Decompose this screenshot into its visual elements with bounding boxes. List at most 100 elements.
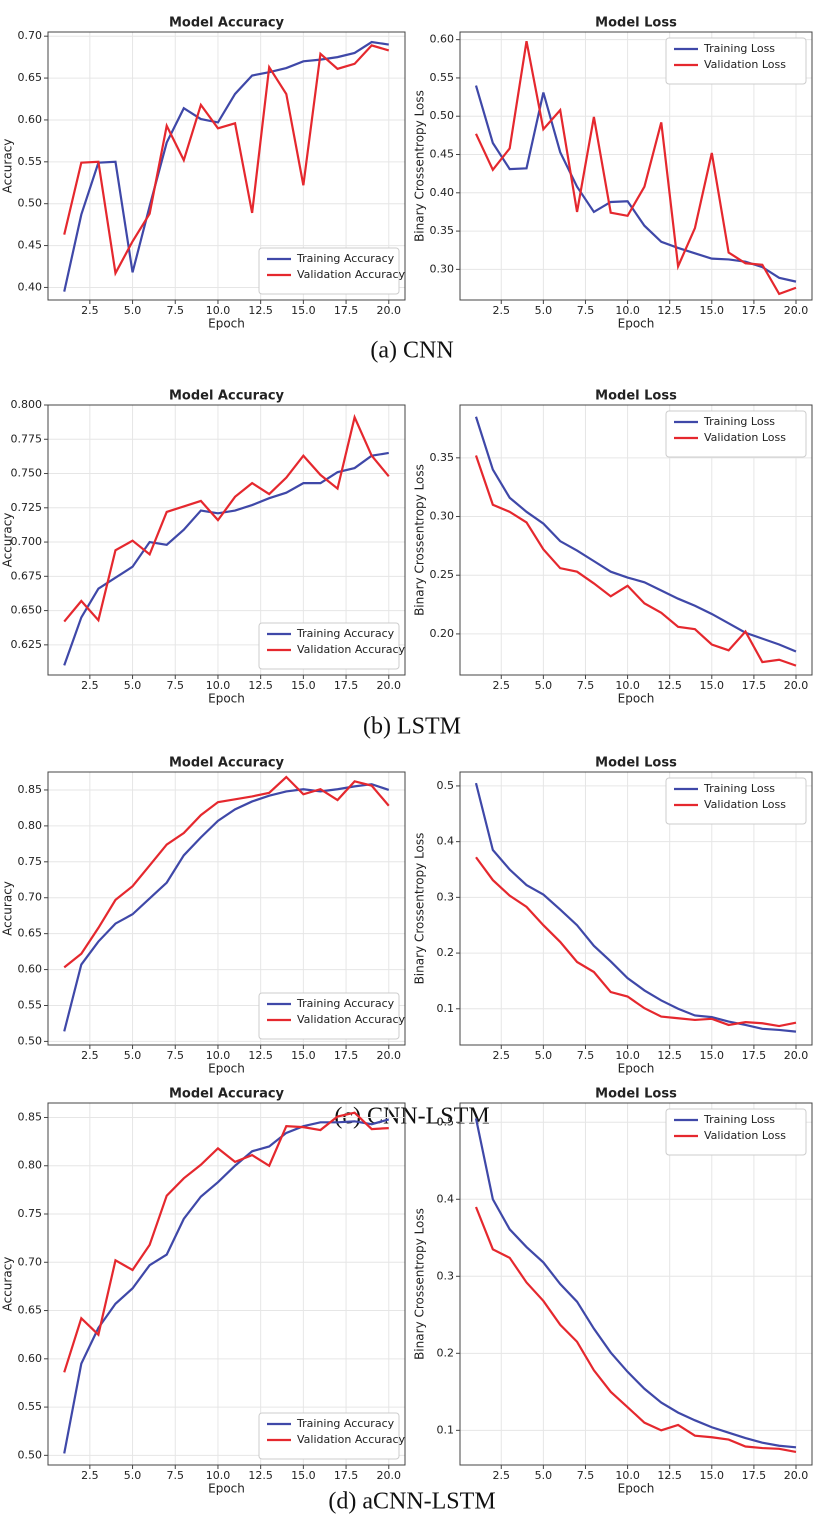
legend-label: Validation Accuracy: [297, 643, 406, 656]
x-tick-label: 5.0: [124, 304, 142, 317]
x-tick-label: 20.0: [784, 1049, 809, 1062]
y-tick-label: 0.20: [430, 627, 455, 640]
y-tick-label: 0.5: [437, 779, 455, 792]
y-axis-label: Binary Crossentropy Loss: [413, 90, 427, 242]
caption: (d) aCNN-LSTM: [328, 1489, 495, 1515]
x-tick-label: 12.5: [657, 1469, 682, 1482]
x-tick-label: 2.5: [493, 1469, 511, 1482]
y-tick-label: 0.75: [18, 1207, 43, 1220]
y-tick-label: 0.25: [430, 568, 455, 581]
x-tick-label: 10.0: [206, 1049, 231, 1062]
x-tick-label: 20.0: [377, 304, 402, 317]
data-line: [63, 451, 389, 666]
data-line: [474, 85, 797, 283]
y-tick-label: 0.4: [437, 1192, 455, 1205]
x-tick-label: 17.5: [334, 304, 359, 317]
data-line: [474, 1206, 797, 1453]
y-tick-label: 0.60: [18, 113, 43, 126]
data-line: [474, 782, 797, 1033]
data-line: [63, 1118, 390, 1454]
legend-label: Training Accuracy: [296, 1417, 395, 1430]
x-tick-label: 15.0: [700, 1049, 725, 1062]
legend-box: [665, 1108, 807, 1156]
y-tick-label: 0.65: [18, 71, 43, 84]
x-tick-label: 5.0: [535, 679, 553, 692]
chart: Model Loss Epoch Binary Crossentropy Loss 2…: [413, 389, 813, 706]
y-tick-label: 0.5: [437, 1115, 455, 1128]
legend-label: Validation Accuracy: [297, 1013, 406, 1026]
x-tick-label: 5.0: [124, 1469, 142, 1482]
x-tick-label: 15.0: [700, 679, 725, 692]
plot-frame: [47, 1102, 406, 1466]
chart-title: Model Loss: [595, 756, 677, 771]
y-tick-label: 0.40: [18, 280, 43, 293]
y-axis-label: Binary Crossentropy Loss: [413, 464, 427, 616]
legend-label: Training Accuracy: [296, 997, 395, 1010]
x-tick-label: 15.0: [291, 1469, 316, 1482]
y-tick-label: 0.75: [18, 855, 43, 868]
x-tick-label: 2.5: [493, 304, 511, 317]
chart-title: Model Loss: [595, 16, 677, 31]
x-tick-label: 12.5: [657, 304, 682, 317]
x-axis-label: Epoch: [208, 692, 245, 706]
x-axis-label: Epoch: [208, 317, 245, 331]
chart-title: Model Accuracy: [169, 389, 285, 404]
x-tick-label: 10.0: [206, 304, 231, 317]
x-tick-label: 20.0: [377, 1469, 402, 1482]
legend-label: Validation Loss: [704, 798, 786, 811]
legend-label: Training Loss: [703, 1113, 775, 1126]
x-tick-label: 10.0: [615, 679, 640, 692]
x-tick-label: 20.0: [784, 304, 809, 317]
chart: Model Accuracy Epoch Accuracy 2.5 5.0 7.5 10.0…: [1, 389, 406, 706]
x-tick-label: 12.5: [657, 679, 682, 692]
legend-label: Training Accuracy: [296, 252, 395, 265]
y-tick-label: 0.55: [18, 155, 43, 168]
x-tick-label: 5.0: [535, 1469, 553, 1482]
x-tick-label: 12.5: [248, 679, 273, 692]
chart: Model Loss Epoch Binary Crossentropy Loss 2…: [413, 16, 813, 331]
legend-box: [258, 992, 400, 1040]
legend-label: Training Loss: [703, 782, 775, 795]
x-axis-label: Epoch: [618, 317, 655, 331]
chart: Model Accuracy Epoch Accuracy 2.5 5.0 7.5 10.0…: [1, 756, 406, 1076]
data-line: [63, 783, 390, 1032]
y-tick-label: 0.750: [11, 467, 43, 480]
y-tick-label: 0.60: [18, 963, 43, 976]
y-tick-label: 0.50: [18, 1448, 43, 1461]
y-axis-label: Accuracy: [1, 881, 15, 936]
y-tick-label: 0.35: [430, 451, 455, 464]
y-tick-label: 0.55: [18, 998, 43, 1011]
x-tick-label: 17.5: [742, 1469, 767, 1482]
y-tick-label: 0.650: [11, 604, 43, 617]
x-tick-label: 20.0: [377, 679, 402, 692]
y-tick-label: 0.30: [430, 510, 455, 523]
x-tick-label: 20.0: [377, 1049, 402, 1062]
x-tick-label: 7.5: [167, 1049, 185, 1062]
legend-box: [258, 247, 400, 295]
data-line: [63, 775, 390, 969]
legend-box: [665, 37, 807, 85]
chart-title: Model Accuracy: [169, 1087, 285, 1102]
y-tick-label: 0.800: [11, 398, 43, 411]
x-tick-label: 7.5: [577, 679, 595, 692]
x-tick-label: 7.5: [577, 1049, 595, 1062]
legend-label: Training Accuracy: [296, 627, 395, 640]
y-tick-label: 0.70: [18, 1255, 43, 1268]
x-tick-label: 10.0: [615, 1049, 640, 1062]
x-tick-label: 7.5: [577, 1469, 595, 1482]
y-tick-label: 0.3: [437, 890, 455, 903]
data-line: [63, 413, 390, 623]
x-axis-label: Epoch: [618, 1062, 655, 1076]
plot-frame: [459, 771, 813, 1046]
y-axis-label: Accuracy: [1, 1257, 15, 1312]
x-tick-label: 17.5: [742, 679, 767, 692]
y-tick-label: 0.45: [430, 148, 455, 161]
data-line: [475, 856, 797, 1028]
y-tick-label: 0.700: [11, 535, 43, 548]
legend-label: Validation Loss: [704, 1129, 786, 1142]
data-line: [63, 44, 390, 277]
x-axis-label: Epoch: [618, 692, 655, 706]
legend-label: Validation Accuracy: [297, 1433, 406, 1446]
x-tick-label: 20.0: [784, 679, 809, 692]
